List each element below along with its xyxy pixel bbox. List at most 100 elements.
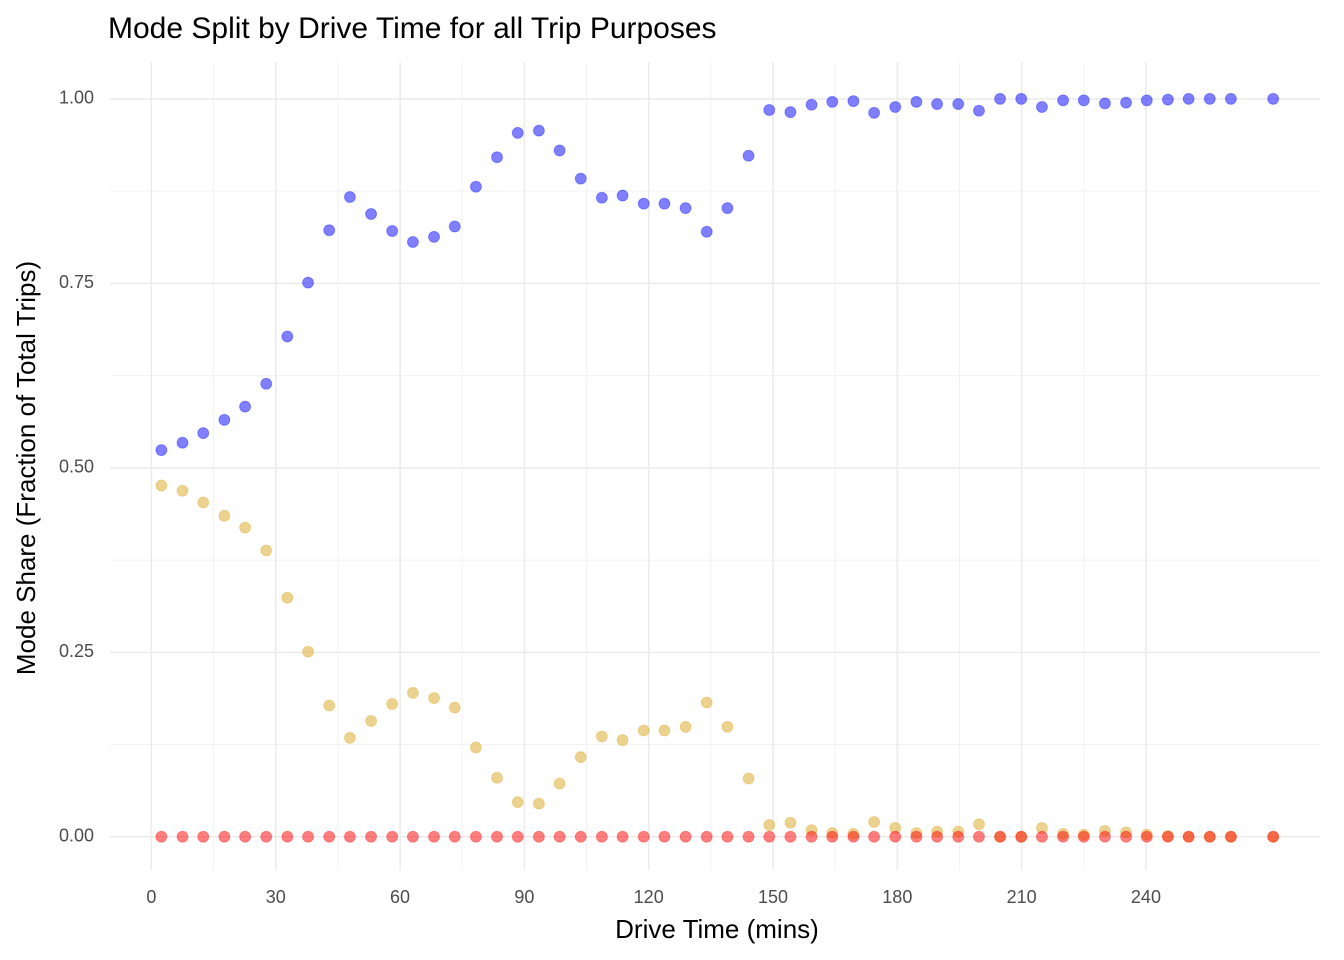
point — [448, 830, 461, 843]
point — [721, 830, 734, 843]
point — [1203, 92, 1216, 105]
point — [176, 484, 189, 497]
point — [386, 830, 399, 843]
point — [763, 103, 776, 116]
point — [742, 772, 755, 785]
point — [469, 741, 482, 754]
point — [428, 230, 441, 243]
y-tick-label: 0.00 — [59, 826, 94, 846]
point — [323, 830, 336, 843]
point — [365, 208, 378, 221]
point — [910, 830, 923, 843]
point — [343, 731, 356, 744]
point — [721, 202, 734, 215]
point — [679, 830, 692, 843]
point — [386, 224, 399, 237]
point — [637, 724, 650, 737]
point — [574, 172, 587, 185]
point — [260, 377, 273, 390]
chart-title: Mode Split by Drive Time for all Trip Pu… — [108, 12, 717, 45]
point — [343, 830, 356, 843]
point — [616, 830, 629, 843]
point — [742, 830, 755, 843]
y-tick-label: 1.00 — [59, 88, 94, 108]
point — [469, 830, 482, 843]
point — [1161, 93, 1174, 106]
point — [448, 220, 461, 233]
point — [406, 686, 419, 699]
point — [994, 92, 1007, 105]
point — [952, 830, 965, 843]
x-tick-label: 240 — [1131, 887, 1161, 907]
point — [428, 830, 441, 843]
point — [260, 830, 273, 843]
point — [679, 720, 692, 733]
point — [491, 771, 504, 784]
point — [1120, 96, 1133, 109]
point — [637, 830, 650, 843]
point — [1182, 92, 1195, 105]
point — [491, 830, 504, 843]
point — [1203, 830, 1216, 843]
point — [1267, 830, 1280, 843]
point — [553, 830, 566, 843]
point — [302, 276, 315, 289]
point — [784, 830, 797, 843]
point — [1077, 94, 1090, 107]
point — [637, 197, 650, 210]
point — [700, 225, 713, 238]
point — [700, 830, 713, 843]
point — [1161, 830, 1174, 843]
point — [1098, 97, 1111, 110]
point — [197, 830, 210, 843]
point — [616, 734, 629, 747]
point — [763, 818, 776, 831]
point — [553, 777, 566, 790]
point — [679, 202, 692, 215]
point — [1120, 830, 1133, 843]
point — [155, 444, 168, 457]
point — [302, 645, 315, 658]
point — [972, 830, 985, 843]
point — [386, 697, 399, 710]
point — [1035, 101, 1048, 114]
point — [532, 797, 545, 810]
x-tick-label: 60 — [390, 887, 410, 907]
point — [176, 830, 189, 843]
point — [323, 224, 336, 237]
point — [343, 191, 356, 204]
point — [1015, 92, 1028, 105]
point — [1035, 830, 1048, 843]
point — [218, 509, 231, 522]
point — [197, 496, 210, 509]
point — [784, 816, 797, 829]
point — [1140, 830, 1153, 843]
point — [889, 101, 902, 114]
x-tick-label: 180 — [882, 887, 912, 907]
point — [302, 830, 315, 843]
point — [323, 699, 336, 712]
point — [1182, 830, 1195, 843]
point — [1267, 92, 1280, 105]
point — [595, 730, 608, 743]
point — [176, 436, 189, 449]
point — [532, 830, 545, 843]
point — [448, 701, 461, 714]
point — [658, 830, 671, 843]
point — [281, 330, 294, 343]
point — [931, 830, 944, 843]
point — [406, 236, 419, 249]
point — [239, 521, 252, 534]
point — [658, 197, 671, 210]
point — [931, 98, 944, 111]
point — [365, 714, 378, 727]
point — [700, 696, 713, 709]
y-axis-title: Mode Share (Fraction of Total Trips) — [11, 261, 41, 675]
point — [491, 151, 504, 164]
x-tick-label: 0 — [146, 887, 156, 907]
point — [868, 816, 881, 829]
point — [763, 830, 776, 843]
point — [511, 796, 524, 809]
point — [972, 104, 985, 117]
